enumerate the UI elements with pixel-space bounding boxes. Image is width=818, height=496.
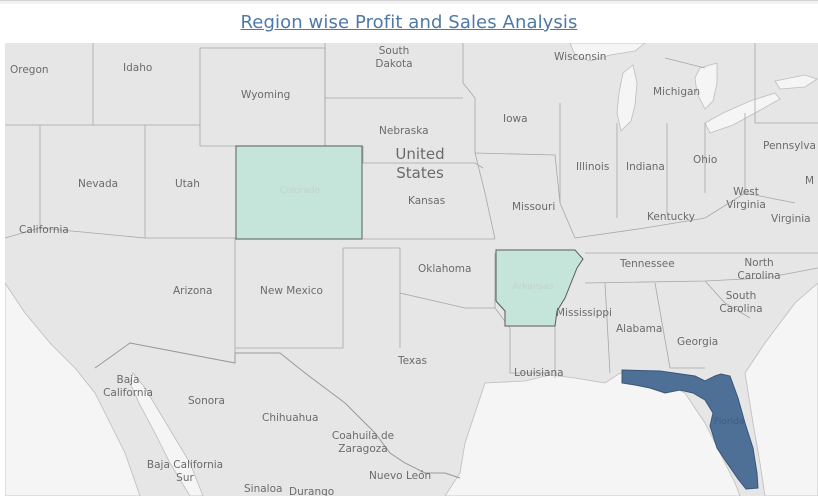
label-baja-california-sur-1: Baja California: [147, 459, 223, 471]
label-north-carolina-2: Carolina: [737, 270, 780, 282]
label-south-dakota-1: South: [379, 45, 410, 57]
label-south-dakota-2: Dakota: [375, 58, 412, 70]
label-virginia: Virginia: [771, 213, 811, 225]
label-california: California: [19, 224, 69, 236]
gulf-of-mexico: [444, 372, 741, 496]
label-missouri: Missouri: [512, 201, 555, 213]
label-baja-california-sur-2: Sur: [176, 472, 194, 484]
label-south-carolina-1: South: [726, 290, 757, 302]
label-maryland-partial: M: [805, 175, 814, 187]
lake-huron: [694, 62, 718, 110]
top-divider: [0, 0, 818, 4]
label-new-mexico: New Mexico: [260, 285, 323, 297]
label-west-virginia-1: West: [733, 186, 759, 198]
label-florida: Florida: [714, 417, 745, 427]
label-nuevo-leon: Nuevo León: [369, 470, 431, 482]
title-container: Region wise Profit and Sales Analysis: [0, 12, 818, 33]
lake-michigan: [616, 64, 638, 132]
label-georgia: Georgia: [677, 336, 718, 348]
label-durango: Durango: [289, 486, 334, 496]
label-iowa: Iowa: [503, 113, 528, 125]
label-ohio: Ohio: [693, 154, 717, 166]
label-oklahoma: Oklahoma: [418, 263, 471, 275]
label-oregon: Oregon: [10, 64, 49, 76]
lake-ontario: [774, 74, 818, 90]
label-kentucky: Kentucky: [647, 211, 695, 223]
state-colorado[interactable]: [235, 145, 363, 240]
label-arkansas: Arkansas: [512, 282, 553, 292]
label-baja-california-1: Baja: [117, 374, 140, 386]
label-coahuila-1: Coahuila de: [332, 430, 394, 442]
label-louisiana: Louisiana: [514, 367, 564, 379]
label-indiana: Indiana: [626, 161, 665, 173]
label-chihuahua: Chihuahua: [262, 412, 318, 424]
label-utah: Utah: [175, 178, 200, 190]
label-nevada: Nevada: [78, 178, 118, 190]
label-sonora: Sonora: [188, 395, 225, 407]
label-country-2: States: [396, 164, 444, 182]
state-arkansas[interactable]: [495, 249, 584, 327]
label-west-virginia-2: Virginia: [726, 199, 766, 211]
us-mexico-border: [94, 342, 461, 479]
label-idaho: Idaho: [123, 62, 152, 74]
label-texas: Texas: [397, 355, 427, 367]
map-canvas[interactable]: Oregon Idaho South Dakota Wisconsin Mich…: [5, 43, 818, 496]
map-labels: Oregon Idaho South Dakota Wisconsin Mich…: [10, 45, 816, 496]
label-sinaloa: Sinaloa: [244, 483, 282, 495]
label-coahuila-2: Zaragoza: [338, 443, 387, 455]
label-nebraska: Nebraska: [379, 125, 429, 137]
dashboard-title[interactable]: Region wise Profit and Sales Analysis: [240, 12, 578, 33]
label-wisconsin: Wisconsin: [554, 51, 606, 63]
atlantic-ocean: [744, 282, 818, 496]
pacific-ocean: [5, 282, 141, 496]
label-wyoming: Wyoming: [241, 89, 290, 101]
label-arizona: Arizona: [173, 285, 212, 297]
label-alabama: Alabama: [616, 323, 662, 335]
label-north-carolina-1: North: [744, 257, 773, 269]
label-illinois: Illinois: [576, 161, 609, 173]
label-baja-california-2: California: [103, 387, 153, 399]
label-south-carolina-2: Carolina: [719, 303, 762, 315]
label-colorado: Colorado: [280, 186, 321, 196]
label-michigan: Michigan: [653, 86, 700, 98]
label-mississippi: Mississippi: [556, 307, 612, 319]
lake-erie: [704, 92, 781, 134]
lake-superior: [569, 43, 646, 62]
state-florida[interactable]: [621, 369, 759, 490]
map-view[interactable]: Oregon Idaho South Dakota Wisconsin Mich…: [5, 43, 818, 496]
label-country-1: United: [395, 145, 444, 163]
label-pennsylvania: Pennsylva: [763, 140, 816, 152]
label-kansas: Kansas: [408, 195, 445, 207]
label-tennessee: Tennessee: [619, 258, 675, 270]
gulf-of-california: [129, 372, 204, 496]
